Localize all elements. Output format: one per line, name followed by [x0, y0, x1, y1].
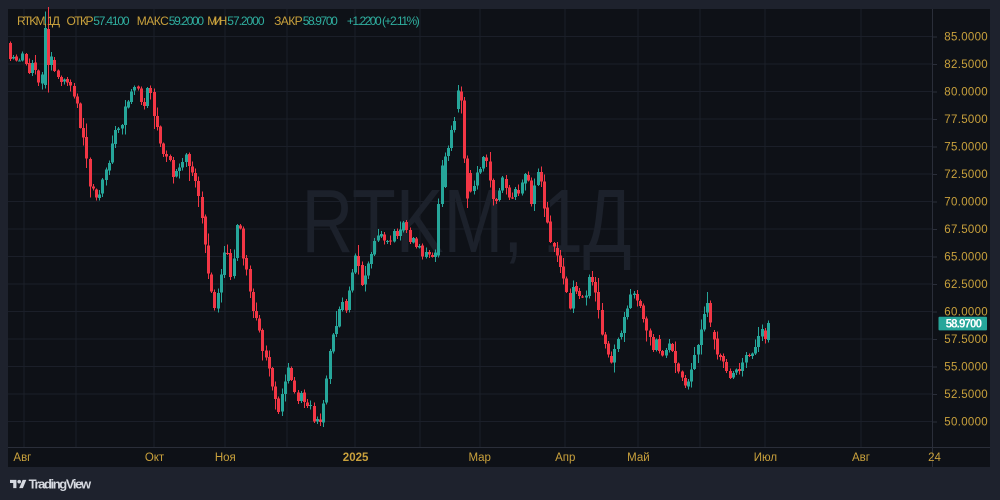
svg-text:ЗАКР: ЗАКР: [274, 14, 303, 28]
svg-text:75.0000: 75.0000: [944, 142, 987, 154]
svg-text:57.5000: 57.5000: [944, 334, 987, 346]
svg-text:58.9700: 58.9700: [946, 319, 982, 331]
svg-text:24: 24: [928, 452, 941, 464]
svg-text:ОТКР: ОТКР: [67, 14, 94, 28]
svg-text:80.0000: 80.0000: [944, 87, 987, 99]
svg-text:59.2000: 59.2000: [169, 14, 205, 28]
svg-text:62.5000: 62.5000: [944, 279, 987, 291]
svg-text:57.2000: 57.2000: [227, 14, 265, 28]
svg-text:Ноя: Ноя: [215, 452, 236, 464]
svg-text:60.0000: 60.0000: [944, 307, 987, 319]
svg-text:77.5000: 77.5000: [944, 114, 987, 126]
svg-text:82.5000: 82.5000: [944, 59, 987, 71]
svg-text:Июл: Июл: [754, 452, 777, 464]
svg-text:57.4100: 57.4100: [93, 14, 130, 28]
svg-text:58.9700: 58.9700: [303, 14, 338, 28]
svg-text:Апр: Апр: [555, 452, 575, 464]
svg-text:70.0000: 70.0000: [944, 197, 987, 209]
svg-text:2025: 2025: [343, 452, 369, 464]
svg-text:65.0000: 65.0000: [944, 252, 987, 264]
svg-text:+1.2200 (+2.11%): +1.2200 (+2.11%): [347, 14, 420, 28]
svg-text:Окт: Окт: [145, 452, 165, 464]
svg-text:Авг: Авг: [852, 452, 870, 464]
svg-text:50.0000: 50.0000: [944, 417, 987, 429]
svg-text:МАКС: МАКС: [137, 14, 169, 28]
svg-text:Авг: Авг: [13, 452, 31, 464]
svg-text:55.0000: 55.0000: [944, 362, 987, 374]
svg-text:52.5000: 52.5000: [944, 389, 987, 401]
svg-text:TradingView: TradingView: [29, 477, 92, 492]
svg-text:Май: Май: [627, 452, 650, 464]
svg-text:67.5000: 67.5000: [944, 224, 987, 236]
svg-text:Мар: Мар: [468, 452, 491, 464]
svg-text:RTKM, 1Д: RTKM, 1Д: [17, 14, 60, 28]
svg-text:85.0000: 85.0000: [944, 32, 987, 44]
svg-text:МИН: МИН: [207, 14, 227, 28]
svg-text:72.5000: 72.5000: [944, 169, 987, 181]
